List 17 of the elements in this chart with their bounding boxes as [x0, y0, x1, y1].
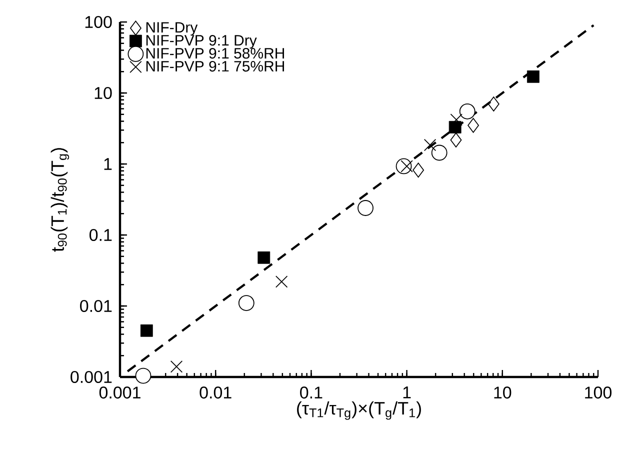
- text: t$_{90}$(T$_{1}$)/t$_{90}$(T$_{g}$): [50, 148, 70, 252]
- y-tick-label: 0.1: [89, 228, 112, 242]
- y-tick-label: 0.01: [80, 300, 112, 312]
- legend-label: NIF-PVP 9:1 58%RH: [146, 48, 284, 59]
- x-tick-label: 0.01: [200, 386, 232, 399]
- y-tick-label: 1: [104, 158, 112, 170]
- x-tick-label: 10: [494, 386, 512, 399]
- y-tick-label: 0.001: [70, 370, 112, 384]
- text: (τ$_{T1}$/τ$_{Tg}$)×(T$_{g}$/T$_{1}$): [297, 401, 421, 420]
- legend-label: NIF-PVP 9:1 75%RH: [146, 60, 284, 72]
- legend-label: NIF-Dry: [146, 22, 198, 36]
- y-tick-label: 10: [94, 86, 112, 100]
- legend-label: NIF-PVP 9:1 Dry: [146, 35, 257, 49]
- x-tick-label: 100: [585, 386, 612, 399]
- x-tick-label: 1: [403, 386, 411, 398]
- y-tick-label: 100: [85, 16, 112, 28]
- x-tick-label: 0.1: [300, 386, 322, 399]
